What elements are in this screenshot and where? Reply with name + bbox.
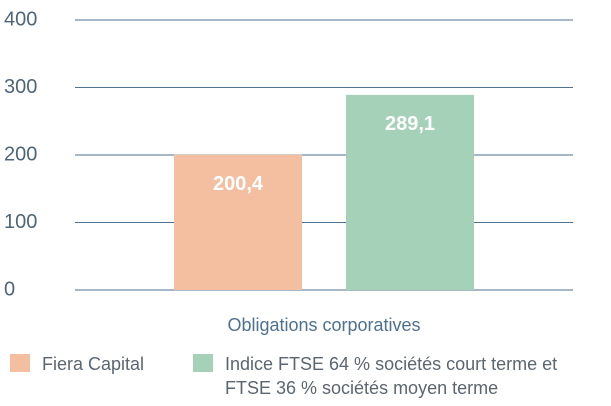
- y-tick-label: 300: [4, 76, 37, 98]
- y-tick-label: 100: [4, 211, 37, 233]
- legend-label: Fiera Capital: [42, 354, 145, 374]
- legend-swatch: [10, 354, 30, 372]
- y-tick-label: 0: [4, 278, 15, 300]
- legend-label: Indice FTSE 64 % sociétés court terme et…: [225, 354, 558, 398]
- legend-item: Indice FTSE 64 % sociétés court terme et…: [193, 352, 565, 400]
- legend-swatch: [193, 354, 213, 372]
- y-tick-label: 200: [4, 143, 37, 165]
- chart: 0 100 200 300 400 Obligations corporatives 200…: [4, 8, 573, 335]
- legend-item: Fiera Capital: [10, 352, 180, 376]
- y-tick-label: 400: [4, 8, 37, 30]
- bar: [174, 154, 302, 290]
- value-label: 200,4: [213, 173, 264, 195]
- bar: [346, 94, 474, 290]
- x-tick-label: Obligations corporatives: [227, 315, 420, 335]
- value-label: 289,1: [385, 113, 435, 135]
